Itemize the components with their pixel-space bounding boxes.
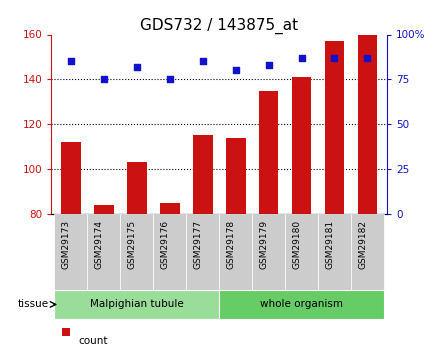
Point [364,55,371,61]
Bar [351,214,384,290]
Text: GSM29179: GSM29179 [259,220,269,269]
Text: GSM29175: GSM29175 [128,220,137,269]
Point [199,59,206,64]
Point [166,77,173,82]
Bar [54,214,87,290]
Text: GSM29178: GSM29178 [227,220,236,269]
Bar [193,135,213,214]
Bar [87,214,120,290]
Text: Malpighian tubule: Malpighian tubule [90,299,184,309]
Bar [219,214,252,290]
Text: GSM29176: GSM29176 [161,220,170,269]
Bar [259,90,279,214]
Point [331,55,338,61]
Bar [285,214,318,290]
Text: whole organism: whole organism [260,299,343,309]
Bar [120,214,153,290]
Title: GDS732 / 143875_at: GDS732 / 143875_at [140,18,298,34]
Point [265,62,272,68]
Text: GSM29177: GSM29177 [194,220,202,269]
Bar [160,203,180,214]
Text: GSM29174: GSM29174 [95,220,104,269]
Bar [252,214,285,290]
Bar [127,162,147,214]
Bar [226,138,246,214]
Point [100,77,107,82]
Bar [324,41,344,214]
Text: GSM29173: GSM29173 [62,220,71,269]
Bar [186,214,219,290]
Point [133,64,140,70]
Point [298,55,305,61]
Bar [357,34,377,214]
Point [67,59,74,64]
Bar [54,290,219,319]
Text: GSM29182: GSM29182 [358,220,368,269]
Bar [61,142,81,214]
Bar [153,214,186,290]
Text: tissue: tissue [18,299,49,309]
Bar [219,290,384,319]
Bar [291,77,312,214]
Bar [94,205,114,214]
Bar [62,328,70,336]
Text: GSM29181: GSM29181 [325,220,335,269]
Text: count: count [78,336,107,345]
Text: GSM29180: GSM29180 [292,220,302,269]
Point [232,68,239,73]
Bar [318,214,351,290]
